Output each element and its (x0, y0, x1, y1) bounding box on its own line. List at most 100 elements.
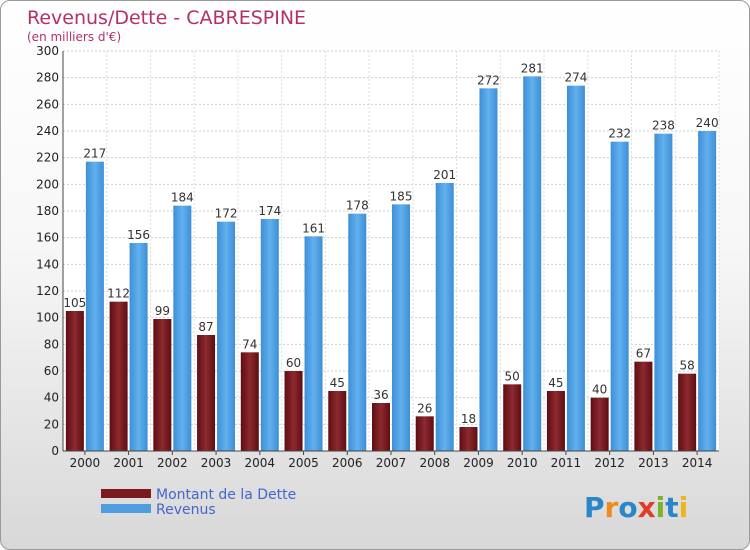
bar-debt-2012 (590, 397, 609, 451)
y-tick-label: 280 (36, 71, 59, 85)
data-label-debt-2011: 45 (548, 376, 563, 390)
data-label-revenus-2012: 232 (608, 127, 631, 141)
bar-revenus-2006 (348, 213, 367, 451)
y-tick-label: 180 (36, 204, 59, 218)
bar-debt-2005 (284, 371, 303, 451)
grid-lines (63, 50, 720, 452)
data-label-debt-2013: 67 (636, 347, 651, 361)
data-label-debt-2012: 40 (592, 383, 607, 397)
x-tick-label: 2006 (332, 456, 363, 470)
y-tick-label: 200 (36, 177, 59, 191)
logo-letter: r (605, 491, 619, 524)
y-tick-label: 60 (44, 364, 59, 378)
x-tick-label: 2013 (638, 456, 669, 470)
data-label-revenus-2004: 174 (258, 204, 281, 218)
bar-revenus-2007 (392, 204, 410, 451)
bar-debt-2003 (197, 335, 216, 451)
data-label-debt-2000: 105 (63, 296, 86, 310)
bar-debt-2004 (240, 352, 259, 451)
bar-debt-2007 (372, 403, 390, 451)
data-label-revenus-2002: 184 (171, 191, 194, 205)
x-tick-label: 2003 (201, 456, 232, 470)
data-label-revenus-2000: 217 (83, 147, 106, 161)
x-tick-label: 2011 (551, 456, 582, 470)
y-tick-label: 120 (36, 284, 59, 298)
bar-revenus-2003 (217, 221, 236, 451)
legend-swatch-debt (101, 489, 151, 498)
x-tick-label: 2009 (463, 456, 494, 470)
x-tick-label: 2002 (157, 456, 188, 470)
data-label-revenus-2014: 240 (696, 116, 719, 130)
bar-revenus-2011 (566, 85, 585, 452)
data-label-revenus-2008: 201 (433, 168, 456, 182)
bar-debt-2011 (546, 391, 565, 451)
legend-label-debt: Montant de la Dette (156, 487, 296, 503)
bars (65, 76, 717, 452)
bar-revenus-2002 (173, 205, 192, 451)
data-label-revenus-2007: 185 (390, 189, 413, 203)
x-tick-label: 2000 (70, 456, 101, 470)
data-label-debt-2002: 99 (155, 304, 170, 318)
data-label-revenus-2001: 156 (127, 228, 150, 242)
logo-letter: i (656, 491, 666, 524)
y-tick-label: 40 (44, 391, 59, 405)
legend-swatch-revenus (101, 504, 151, 513)
data-label-debt-2003: 87 (198, 320, 213, 334)
y-tick-label: 300 (36, 44, 59, 58)
plot-area (63, 51, 719, 451)
bar-debt-2008 (415, 416, 434, 451)
x-tick-label: 2014 (682, 456, 713, 470)
bar-revenus-2008 (435, 183, 454, 451)
legend-label-revenus: Revenus (156, 502, 216, 518)
bar-revenus-2001 (129, 243, 148, 451)
bar-debt-2000 (65, 311, 84, 451)
bar-debt-2010 (503, 384, 522, 451)
data-label-debt-2001: 112 (107, 287, 130, 301)
data-label-debt-2014: 58 (679, 359, 694, 373)
y-tick-label: 100 (36, 311, 59, 325)
y-tick-label: 220 (36, 151, 59, 165)
bar-debt-2013 (634, 361, 653, 451)
data-label-revenus-2011: 274 (564, 71, 587, 85)
data-label-revenus-2006: 178 (346, 199, 369, 213)
data-label-revenus-2010: 281 (521, 61, 544, 75)
data-label-revenus-2003: 172 (215, 207, 238, 221)
bar-revenus-2009 (479, 88, 498, 451)
y-tick-label: 240 (36, 124, 59, 138)
y-tick-label: 260 (36, 97, 59, 111)
data-label-debt-2009: 18 (461, 412, 476, 426)
bar-debt-2006 (328, 391, 347, 451)
data-label-debt-2010: 50 (505, 369, 520, 383)
bar-debt-2001 (109, 301, 128, 451)
x-tick-label: 2012 (594, 456, 625, 470)
y-tick-label: 80 (44, 337, 59, 351)
logo-letter: o (618, 491, 637, 524)
logo-letter: i (679, 491, 689, 524)
data-label-debt-2006: 45 (330, 376, 345, 390)
data-label-debt-2007: 36 (373, 388, 388, 402)
chart-title: Revenus/Dette - CABRESPINE (27, 7, 306, 29)
x-tick-label: 2008 (419, 456, 450, 470)
bar-debt-2009 (459, 427, 478, 451)
y-tick-label: 140 (36, 257, 59, 271)
data-label-debt-2004: 74 (242, 337, 257, 351)
x-tick-label: 2001 (113, 456, 144, 470)
data-labels: 105 217 112 156 99 184 87 172 74 174 60 161 45 178 36 1… (63, 61, 718, 426)
logo-letter: P (584, 491, 605, 524)
bar-debt-2014 (678, 373, 697, 451)
bar-revenus-2004 (260, 219, 279, 451)
bar-revenus-2013 (654, 133, 673, 451)
data-label-debt-2008: 26 (417, 401, 432, 415)
data-label-debt-2005: 60 (286, 356, 301, 370)
data-label-revenus-2013: 238 (652, 119, 675, 133)
y-tick-label: 160 (36, 231, 59, 245)
y-tick-label: 20 (44, 417, 59, 431)
data-label-revenus-2005: 161 (302, 221, 325, 235)
x-tick-label: 2007 (376, 456, 407, 470)
proxiti-logo: Proxiti (584, 491, 688, 524)
bar-revenus-2000 (85, 161, 104, 451)
x-tick-label: 2010 (507, 456, 538, 470)
